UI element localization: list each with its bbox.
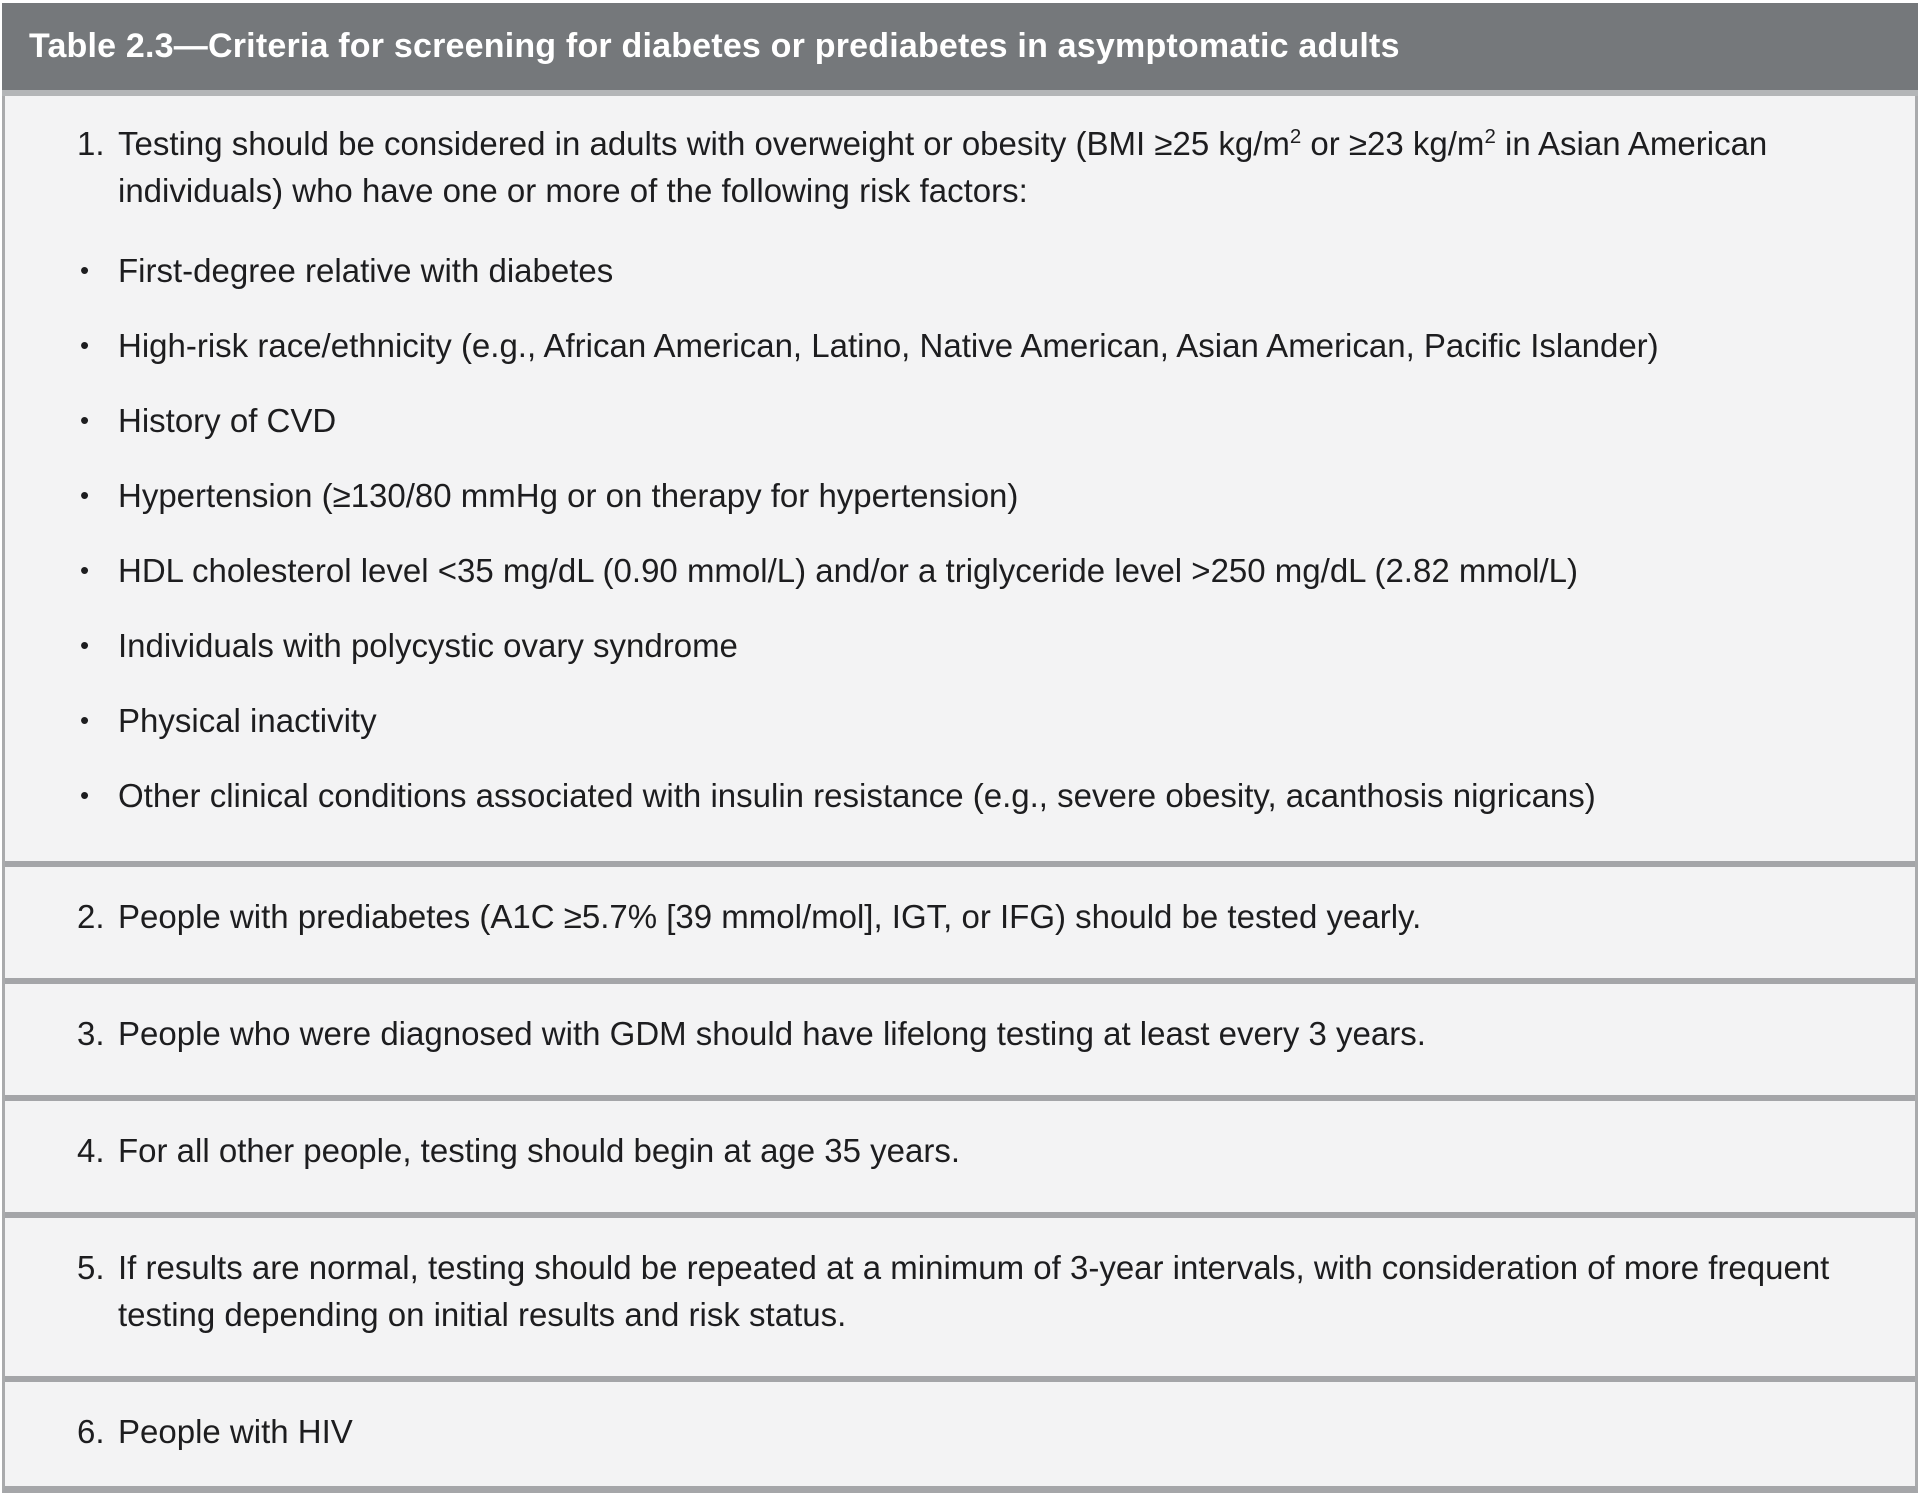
row-divider (5, 1095, 1915, 1101)
row-divider (5, 978, 1915, 984)
superscript: 2 (1289, 125, 1302, 148)
numbered-item-4: 4. For all other people, testing should … (77, 1127, 1875, 1174)
risk-factor-text: High-risk race/ethnicity (e.g., African … (118, 327, 1659, 364)
item-text: People who were diagnosed with GDM shoul… (118, 1015, 1426, 1052)
table-header: Table 2.3—Criteria for screening for dia… (2, 3, 1918, 96)
table-title: Table 2.3—Criteria for screening for dia… (29, 27, 1400, 65)
bullet-icon: • (80, 780, 90, 810)
list-item: • History of CVD (77, 397, 1875, 444)
bullet-icon: • (80, 630, 90, 660)
risk-factor-text: Individuals with polycystic ovary syndro… (118, 627, 738, 664)
bullet-icon: • (80, 705, 90, 735)
bullet-icon: • (80, 555, 90, 585)
numbered-item-3: 3. People who were diagnosed with GDM sh… (77, 1010, 1875, 1057)
superscript: 2 (1484, 125, 1496, 148)
item-text: Testing should be considered in adults w… (118, 120, 1875, 214)
numbered-item-1: 1. Testing should be considered in adult… (77, 120, 1875, 214)
risk-factor-text: Hypertension (≥130/80 mmHg or on therapy… (118, 477, 1019, 514)
row-divider (5, 861, 1915, 867)
criterion-row-6: 6. People with HIV (5, 1382, 1915, 1486)
list-item: • Physical inactivity (77, 697, 1875, 744)
criterion-row-5: 5. If results are normal, testing should… (5, 1218, 1915, 1376)
criterion-row-4: 4. For all other people, testing should … (5, 1101, 1915, 1212)
table-body: 1. Testing should be considered in adult… (2, 96, 1918, 1493)
risk-factor-text: Physical inactivity (118, 702, 377, 739)
risk-factor-text: Other clinical conditions associated wit… (118, 777, 1596, 814)
risk-factor-text: History of CVD (118, 402, 337, 439)
bullet-icon: • (80, 330, 90, 360)
list-item: • Other clinical conditions associated w… (77, 772, 1875, 819)
item-text: For all other people, testing should beg… (118, 1132, 961, 1169)
criterion-row-1: 1. Testing should be considered in adult… (5, 96, 1915, 861)
item-number: 6. (77, 1413, 105, 1450)
bullet-icon: • (80, 405, 90, 435)
item-text-part: in Asian American individuals) who have … (118, 125, 1768, 209)
numbered-item-5: 5. If results are normal, testing should… (77, 1244, 1875, 1338)
criterion-row-2: 2. People with prediabetes (A1C ≥5.7% [3… (5, 867, 1915, 978)
item-text: If results are normal, testing should be… (118, 1249, 1830, 1333)
list-item: • Hypertension (≥130/80 mmHg or on thera… (77, 472, 1875, 519)
row-divider (5, 1376, 1915, 1382)
numbered-item-6: 6. People with HIV (77, 1408, 1875, 1455)
list-item: • Individuals with polycystic ovary synd… (77, 622, 1875, 669)
risk-factor-list: • First-degree relative with diabetes • … (77, 247, 1875, 819)
item-number: 4. (77, 1132, 105, 1169)
list-item: • High-risk race/ethnicity (e.g., Africa… (77, 322, 1875, 369)
bullet-icon: • (80, 480, 90, 510)
bullet-icon: • (80, 255, 90, 285)
row-divider (5, 1212, 1915, 1218)
item-number: 3. (77, 1015, 105, 1052)
item-text: People with HIV (118, 1413, 353, 1450)
criterion-row-3: 3. People who were diagnosed with GDM sh… (5, 984, 1915, 1095)
item-number: 5. (77, 1249, 105, 1286)
risk-factor-text: First-degree relative with diabetes (118, 252, 614, 289)
item-text: People with prediabetes (A1C ≥5.7% [39 m… (118, 898, 1422, 935)
list-item: • First-degree relative with diabetes (77, 247, 1875, 294)
item-text-part: Testing should be considered in adults w… (118, 125, 1290, 162)
numbered-item-2: 2. People with prediabetes (A1C ≥5.7% [3… (77, 893, 1875, 940)
list-item: • HDL cholesterol level <35 mg/dL (0.90 … (77, 547, 1875, 594)
item-number: 1. (77, 125, 105, 162)
item-text-part: or ≥23 kg/m (1301, 125, 1485, 162)
risk-factor-text: HDL cholesterol level <35 mg/dL (0.90 mm… (118, 552, 1579, 589)
screening-criteria-table: Table 2.3—Criteria for screening for dia… (2, 3, 1918, 1493)
item-number: 2. (77, 898, 105, 935)
